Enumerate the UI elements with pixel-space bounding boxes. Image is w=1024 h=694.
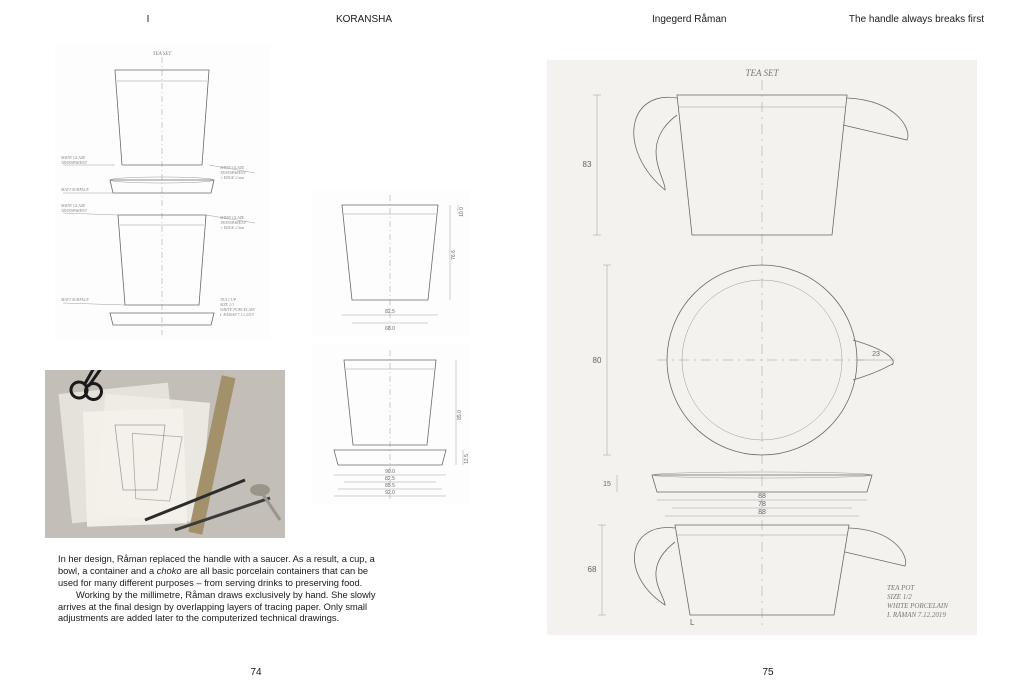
svg-text:I. RÅMAN 7.12.2019: I. RÅMAN 7.12.2019 (886, 611, 946, 619)
svg-text:88: 88 (758, 493, 766, 500)
page-number-right: 75 (512, 667, 1024, 678)
svg-text:12.5: 12.5 (464, 454, 470, 464)
svg-text:90.0: 90.0 (385, 469, 395, 475)
svg-text:85.5: 85.5 (385, 483, 395, 489)
svg-text:MATT SURFACE: MATT SURFACE (60, 297, 89, 302)
page-number-left: 74 (0, 667, 512, 678)
svg-text:15: 15 (603, 481, 611, 488)
svg-text:+ EDGE 2 mm: + EDGE 2 mm (220, 225, 244, 230)
page-74: I KORANSHA TEA SET (0, 0, 512, 694)
svg-text:SIZE 1/2: SIZE 1/2 (887, 593, 912, 601)
page-75: Ingegerd Råman The handle always breaks … (512, 0, 1024, 694)
svg-text:WHITE PORCELAIN: WHITE PORCELAIN (887, 602, 948, 610)
teapot-title: TEA SET (745, 68, 779, 78)
sketch-cup-dimensioned-1: 82.5 68.0 76.6 10.0 (310, 190, 470, 335)
svg-text:I. RÅMAN 7.12.2019: I. RÅMAN 7.12.2019 (219, 312, 254, 317)
designer-name: Ingegerd Råman (552, 14, 768, 25)
svg-text:L: L (690, 618, 695, 627)
svg-text:78: 78 (758, 501, 766, 508)
svg-text:68.0: 68.0 (385, 326, 395, 332)
svg-text:85.0: 85.0 (457, 410, 463, 420)
sketch1-title: TEA SET (153, 52, 173, 57)
svg-text:68: 68 (588, 565, 597, 574)
svg-text:23: 23 (872, 351, 880, 358)
brand-name: KORANSHA (256, 14, 472, 25)
body-copy: In her design, Råman replaced the handle… (58, 554, 388, 625)
svg-text:+ EDGE 2 mm: + EDGE 2 mm (220, 175, 244, 180)
para2: Working by the millimetre, Råman draws e… (58, 590, 388, 626)
para1-em: choko (157, 566, 182, 576)
svg-text:82.5: 82.5 (385, 309, 395, 315)
header-left: I KORANSHA (0, 14, 512, 25)
svg-text:TRANSPARENT: TRANSPARENT (61, 160, 88, 165)
article-title: The handle always breaks first (768, 14, 984, 25)
svg-text:88: 88 (758, 509, 766, 516)
header-right: Ingegerd Råman The handle always breaks … (512, 14, 1024, 25)
svg-text:92.0: 92.0 (385, 490, 395, 496)
chapter-number: I (40, 14, 256, 25)
svg-text:76.6: 76.6 (451, 250, 457, 260)
svg-text:TRANSPARENT: TRANSPARENT (61, 208, 88, 213)
svg-text:MATT SURFACE: MATT SURFACE (60, 187, 89, 192)
photo-tracing-paper (45, 370, 285, 538)
svg-text:82.5: 82.5 (385, 476, 395, 482)
sketch-tea-set-exploded: TEA SET (55, 45, 270, 340)
svg-text:10.0: 10.0 (459, 207, 465, 217)
drawing-teapot: TEA SET 83 (547, 60, 977, 635)
svg-text:80: 80 (593, 356, 602, 365)
svg-text:TEA POT: TEA POT (887, 584, 915, 592)
svg-text:83: 83 (583, 160, 592, 169)
sketch-cup-dimensioned-2: 90.0 82.5 85.5 92.0 85.0 12.5 (310, 345, 470, 505)
